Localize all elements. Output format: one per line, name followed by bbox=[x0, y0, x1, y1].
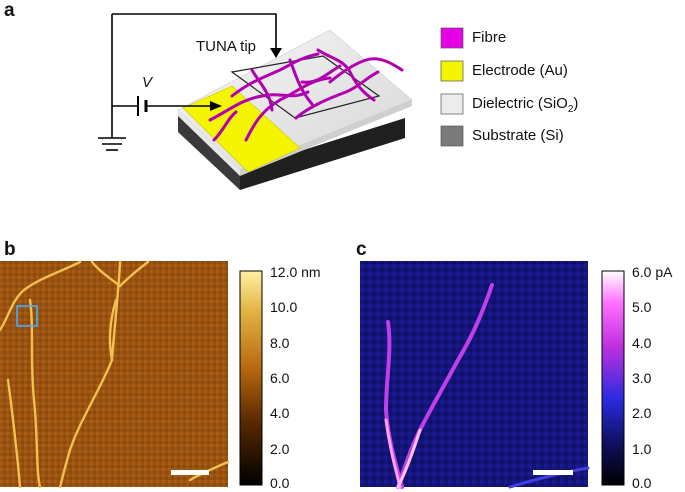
panel-letter-c: c bbox=[356, 239, 367, 260]
colorbar-c-tick: 6.0 pA bbox=[632, 264, 673, 280]
colorbar-c-tick: 3.0 bbox=[632, 370, 652, 386]
legend-label-dielectric-end: ) bbox=[573, 95, 579, 112]
colorbar-c-tick: 1.0 bbox=[632, 441, 652, 457]
colorbar-c-tick: 5.0 bbox=[632, 299, 652, 315]
legend-label-dielectric: Dielectric (SiO2) bbox=[472, 95, 578, 115]
dielectric-edge bbox=[178, 110, 240, 176]
legend-label-substrate: Substrate (Si) bbox=[472, 127, 564, 144]
tuna-current-image bbox=[360, 261, 590, 489]
colorbar-c-tick: 0.0 bbox=[632, 475, 652, 491]
legend-label-dielectric-main: Dielectric (SiO bbox=[472, 95, 568, 112]
scale-bar-c bbox=[533, 470, 573, 475]
colorbar-b-tick: 2.0 bbox=[270, 441, 290, 457]
panel-letter-a: a bbox=[4, 0, 15, 21]
electrode-arrowhead bbox=[210, 101, 222, 111]
legend-label-fibre: Fibre bbox=[472, 29, 507, 46]
panel-letter-b: b bbox=[4, 239, 16, 260]
circuit bbox=[98, 13, 277, 151]
legend-label-electrode: Electrode (Au) bbox=[472, 62, 568, 79]
dielectric-edge-front bbox=[240, 100, 412, 176]
colorbar-b bbox=[239, 270, 263, 486]
legend-swatch-fibre bbox=[440, 27, 464, 49]
legend-swatch-substrate bbox=[440, 125, 464, 147]
tip-arrowhead bbox=[270, 48, 282, 58]
colorbar-b-tick: 6.0 bbox=[270, 370, 290, 386]
scale-bar-b bbox=[171, 470, 209, 475]
legend-label-dielectric-sub: 2 bbox=[567, 104, 574, 115]
colorbar-b-tick: 8.0 bbox=[270, 335, 290, 351]
legend-swatch-dielectric bbox=[440, 93, 464, 115]
fibres bbox=[208, 48, 404, 142]
substrate-side bbox=[178, 112, 240, 190]
colorbar-b-tick: 4.0 bbox=[270, 405, 290, 421]
legend-swatch-electrode bbox=[440, 60, 464, 82]
colorbar-c-tick: 4.0 bbox=[632, 335, 652, 351]
tuna-tip-label: TUNA tip bbox=[196, 38, 257, 55]
colorbar-b-tick: 12.0 nm bbox=[270, 264, 321, 280]
colorbar-b-tick: 10.0 bbox=[270, 299, 298, 315]
zoom-box bbox=[16, 305, 38, 327]
substrate-front bbox=[240, 118, 405, 190]
colorbar-c bbox=[601, 270, 625, 486]
colorbar-c-tick: 2.0 bbox=[632, 405, 652, 421]
afm-height-image bbox=[0, 260, 230, 489]
colorbar-b-tick: 0.0 bbox=[270, 475, 290, 491]
voltage-label: V bbox=[142, 74, 153, 91]
